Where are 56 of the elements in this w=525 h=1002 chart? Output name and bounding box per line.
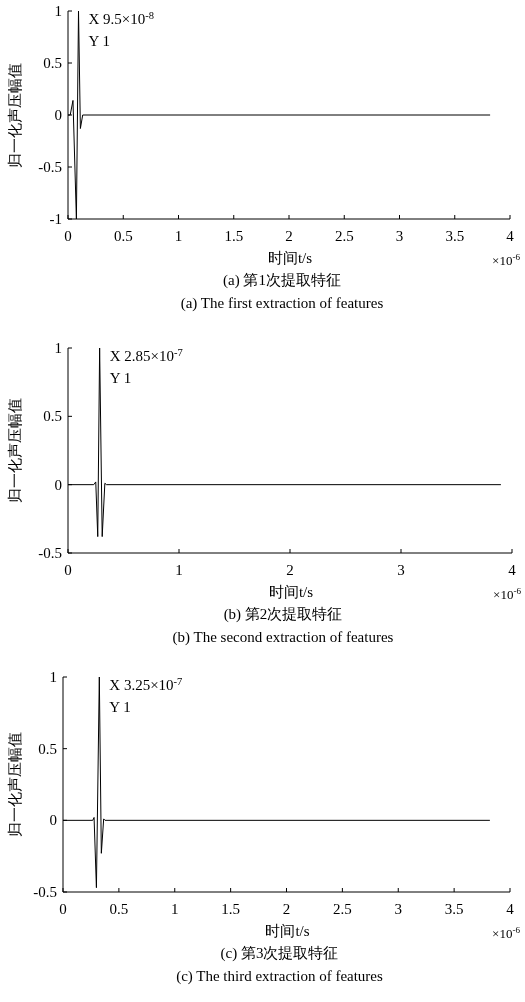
x-tick-label: 3.5 <box>444 901 464 917</box>
text: (c) The third extraction of features <box>176 968 384 985</box>
y-tick-label: -0.5 <box>38 545 62 561</box>
y-tick-label: 0.5 <box>38 740 57 757</box>
x-tick-label: 3 <box>394 901 402 917</box>
annotation: Y 1 <box>88 33 111 49</box>
x-tick-label: 1 <box>174 228 183 244</box>
y-tick-label: 0.5 <box>43 408 62 425</box>
annotation: X 9.5×10$^{-8}$ <box>88 9 155 27</box>
y-tick-label: 0 <box>54 107 62 123</box>
x-tick-label: 0.5 <box>109 901 129 917</box>
text: (a) The first extraction of features <box>180 295 384 312</box>
y-axis-title: 归一化声压幅值 <box>7 62 23 168</box>
text: ×10$^{-6}$ <box>493 586 522 602</box>
text: ×10$^{-6}$ <box>492 925 521 941</box>
x-axis-title: 时间t/s <box>268 584 314 600</box>
x-axis-title: 时间t/s <box>267 250 313 266</box>
annotation: X 3.25×10$^{-7}$ <box>109 675 183 693</box>
x-tick-label: 3.5 <box>445 228 465 244</box>
annotation: X 2.85×10$^{-7}$ <box>109 346 183 364</box>
y-tick-label: 0 <box>49 812 57 829</box>
y-tick-label: 1 <box>54 3 62 19</box>
x-tick-label: 4 <box>508 562 517 578</box>
y-axis-title: 归一化声压幅值 <box>7 732 23 837</box>
x-tick-label: 2 <box>282 901 291 917</box>
x-tick-label: 2 <box>286 562 294 578</box>
x-tick-label: 1 <box>171 901 179 917</box>
y-tick-label: -0.5 <box>33 884 57 900</box>
text: (b) 第2次提取特征 <box>223 606 343 623</box>
y-tick-label: 1 <box>54 340 62 356</box>
x-tick-label: 1.5 <box>224 228 244 244</box>
y-tick-label: -1 <box>49 211 62 227</box>
text: (b) The second extraction of features <box>172 629 394 646</box>
x-tick-label: 0 <box>64 228 72 244</box>
text: (a) 第1次提取特征 <box>223 272 341 289</box>
x-tick-label: 2.5 <box>334 228 354 244</box>
x-tick-label: 4 <box>506 228 515 244</box>
y-tick-label: 1 <box>49 669 57 685</box>
y-tick-label: 0.5 <box>43 55 62 71</box>
y-tick-label: 0 <box>54 476 62 493</box>
y-axis-title: 归一化声压幅值 <box>7 398 23 503</box>
x-tick-label: 0 <box>64 562 72 578</box>
text: ×10$^{-6}$ <box>492 252 521 268</box>
y-tick-label: -0.5 <box>38 159 62 175</box>
x-tick-label: 4 <box>506 901 515 917</box>
annotation: Y 1 <box>109 370 132 386</box>
annotation: Y 1 <box>109 699 131 715</box>
text: (c) 第3次提取特征 <box>220 945 339 962</box>
x-tick-label: 3 <box>395 228 404 244</box>
x-axis-title: 时间t/s <box>265 923 310 939</box>
x-tick-label: 3 <box>397 562 405 578</box>
x-tick-label: 1 <box>175 562 183 578</box>
x-tick-label: 2 <box>285 228 293 244</box>
x-tick-label: 2.5 <box>333 901 352 917</box>
x-tick-label: 0.5 <box>113 228 133 244</box>
x-tick-label: 1.5 <box>221 901 240 917</box>
